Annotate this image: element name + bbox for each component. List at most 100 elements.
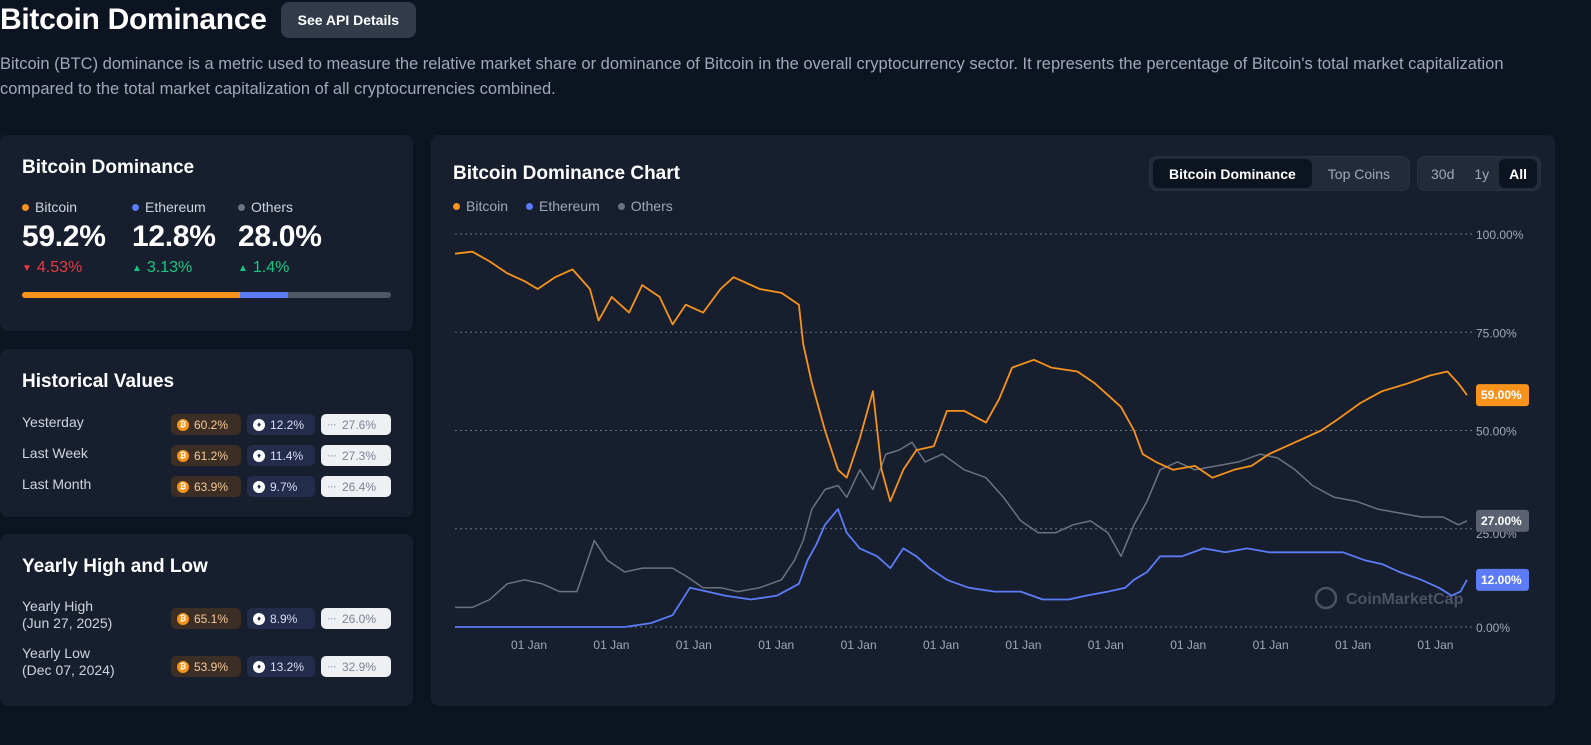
others-value: 32.9% — [342, 659, 377, 674]
yearly-row-values: ₿ 53.9% ♦ 13.2% ··· 32.9% — [171, 656, 391, 677]
btc-pill: ₿ 53.9% — [171, 656, 241, 677]
ellipsis-icon: ··· — [327, 419, 337, 430]
coinmarketcap-watermark: CoinMarketCap — [1314, 586, 1464, 610]
see-api-details-button[interactable]: See API Details — [280, 2, 417, 38]
range-30d[interactable]: 30d — [1431, 165, 1455, 182]
eth-pill: ♦ 12.2% — [247, 414, 315, 435]
bitcoin-icon: ₿ — [177, 612, 189, 625]
eth-value: 12.2% — [270, 417, 305, 432]
x-tick-label: 01 Jan — [923, 638, 959, 652]
others-pill: ··· 32.9% — [321, 656, 391, 677]
x-tick-label: 01 Jan — [841, 638, 877, 652]
bitcoin-icon: ₿ — [177, 449, 189, 462]
x-tick-label: 01 Jan — [1005, 638, 1041, 652]
x-tick-label: 01 Jan — [1253, 638, 1289, 652]
btc-pill: ₿ 60.2% — [171, 414, 241, 435]
caret-up-icon: ▲ — [238, 262, 248, 274]
dominance-card: Bitcoin Dominance Bitcoin 59.2% ▼ 4.53% E… — [0, 135, 413, 331]
x-tick-label: 01 Jan — [676, 638, 712, 652]
btc-value: 60.2% — [194, 417, 229, 432]
x-tick-label: 01 Jan — [758, 638, 794, 652]
yearly-row-date: (Jun 27, 2025) — [22, 615, 113, 631]
btc-value: 65.1% — [194, 611, 229, 626]
yearly-row-name: Yearly High — [22, 598, 94, 614]
eth-pill: ♦ 9.7% — [247, 476, 315, 497]
dominance-change: ▼ 4.53% — [22, 259, 106, 277]
dominance-chart[interactable]: 0.00%25.00%50.00%75.00%100.00%01 Jan 01 J… — [431, 135, 1555, 706]
dominance-chart-card: Bitcoin Dominance Chart Bitcoin Ethereum… — [431, 135, 1555, 706]
end-label-text: 59.00% — [1481, 388, 1522, 402]
tab-top-coins[interactable]: Top Coins — [1327, 165, 1391, 182]
yearly-high-low-title: Yearly High and Low — [22, 556, 208, 577]
ellipsis-icon: ··· — [327, 481, 337, 492]
ellipsis-icon: ··· — [327, 613, 337, 624]
coinmarketcap-logo-icon — [1314, 586, 1338, 610]
x-tick-label: 01 Jan — [1088, 638, 1124, 652]
historical-row-label: Last Week — [22, 445, 88, 461]
historical-row-values: ₿ 60.2% ♦ 12.2% ··· 27.6% — [171, 414, 391, 435]
dominance-change: ▲ 1.4% — [238, 259, 322, 277]
dominance-card-title: Bitcoin Dominance — [22, 157, 195, 178]
yearly-row-values: ₿ 65.1% ♦ 8.9% ··· 26.0% — [171, 608, 391, 629]
eth-pill: ♦ 13.2% — [247, 656, 315, 677]
bitcoin-icon: ₿ — [177, 660, 189, 673]
eth-value: 13.2% — [270, 659, 305, 674]
dominance-bitcoin: Bitcoin 59.2% ▼ 4.53% — [22, 199, 106, 277]
historical-row-label: Yesterday — [22, 414, 84, 430]
legend-label: Ethereum — [539, 198, 600, 214]
dominance-label: Bitcoin — [35, 199, 78, 215]
range-1y[interactable]: 1y — [1474, 165, 1490, 182]
legend-bitcoin[interactable]: Bitcoin — [453, 198, 508, 214]
range-all[interactable]: All — [1499, 159, 1538, 188]
dominance-value: 59.2% — [22, 220, 106, 253]
historical-values-title: Historical Values — [22, 371, 175, 392]
ethereum-dot-icon — [132, 203, 139, 211]
historical-row-values: ₿ 63.9% ♦ 9.7% ··· 26.4% — [171, 476, 391, 497]
ethereum-icon: ♦ — [253, 449, 265, 462]
dominance-change-value: 1.4% — [252, 259, 290, 276]
ethereum-icon: ♦ — [253, 418, 265, 431]
end-label-badge — [1476, 384, 1529, 407]
eth-value: 9.7% — [270, 479, 298, 494]
dominance-share-bar — [22, 292, 391, 298]
share-bar-ethereum — [240, 292, 288, 298]
btc-pill: ₿ 61.2% — [171, 445, 241, 466]
legend-others[interactable]: Others — [617, 198, 673, 214]
share-bar-others — [287, 292, 391, 298]
btc-pill: ₿ 63.9% — [171, 476, 241, 497]
others-pill: ··· 26.0% — [321, 608, 391, 629]
others-pill: ··· 27.3% — [321, 445, 391, 466]
ellipsis-icon: ··· — [327, 450, 337, 461]
dominance-label: Ethereum — [145, 199, 206, 215]
dominance-change-value: 3.13% — [146, 259, 193, 276]
caret-down-icon: ▼ — [22, 262, 32, 274]
yearly-row-date: (Dec 07, 2024) — [22, 662, 115, 678]
end-label-others: 27.00% — [1476, 509, 1529, 532]
yearly-row-name: Yearly Low — [22, 645, 90, 661]
end-label-text: 12.00% — [1481, 573, 1522, 587]
legend-label: Bitcoin — [466, 198, 509, 214]
end-label-badge — [1476, 509, 1529, 532]
ellipsis-icon: ··· — [327, 661, 337, 672]
eth-value: 11.4% — [270, 448, 304, 463]
legend-ethereum[interactable]: Ethereum — [526, 198, 600, 214]
y-tick-label: 75.00% — [1476, 326, 1517, 340]
caret-up-icon: ▲ — [132, 262, 142, 274]
others-pill: ··· 27.6% — [321, 414, 391, 435]
eth-pill: ♦ 8.9% — [247, 608, 315, 629]
page-header: Bitcoin Dominance See API Details — [0, 2, 417, 38]
end-label-badge — [1476, 568, 1529, 591]
y-tick-label: 0.00% — [1476, 621, 1510, 635]
series-line-others — [455, 441, 1468, 609]
historical-row-values: ₿ 61.2% ♦ 11.4% ··· 27.3% — [171, 445, 391, 466]
tab-bitcoin-dominance[interactable]: Bitcoin Dominance — [1153, 159, 1312, 188]
dominance-ethereum: Ethereum 12.8% ▲ 3.13% — [132, 199, 216, 277]
y-tick-label: 50.00% — [1476, 425, 1517, 439]
dominance-value: 28.0% — [238, 220, 322, 253]
chart-legend: Bitcoin Ethereum Others — [453, 198, 673, 214]
watermark-text: CoinMarketCap — [1346, 591, 1464, 608]
btc-pill: ₿ 65.1% — [171, 608, 241, 629]
others-pill: ··· 26.4% — [321, 476, 391, 497]
x-tick-label: 01 Jan — [1170, 638, 1206, 652]
